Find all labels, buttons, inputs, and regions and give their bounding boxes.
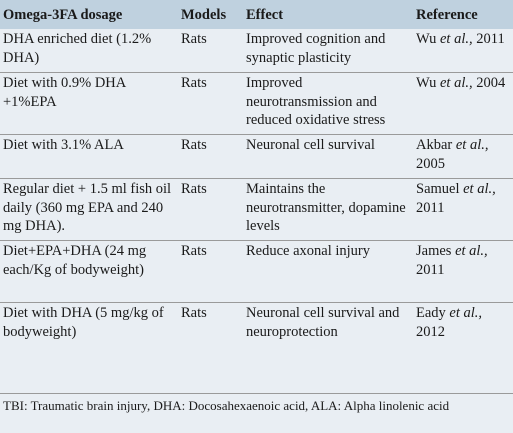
cell-model: Rats [181,75,207,91]
cell-dosage: Diet+EPA+DHA (24 mg each/Kg of bodyweigh… [3,243,147,278]
cell-effect: Improved neurotransmission and reduced o… [246,75,386,128]
cell-reference: James et al., 2011 [413,241,513,303]
table-footnote: TBI: Traumatic brain injury, DHA: Docosa… [0,393,513,415]
table-row: Diet+EPA+DHA (24 mg each/Kg of bodyweigh… [0,240,513,303]
omega3-table-container: Omega-3FA dosage Models Effect Reference… [0,0,513,347]
table-row: DHA enriched diet (1.2% DHA) Rats Improv… [0,29,513,73]
cell-effect: Reduce axonal injury [246,243,371,259]
cell-dosage: Diet with DHA (5 mg/kg of bodyweight) [3,305,164,340]
cell-model: Rats [181,305,207,321]
cell-model: Rats [181,137,207,153]
cell-model: Rats [181,31,207,47]
table-row: Diet with 3.1% ALA Rats Neuronal cell su… [0,134,513,179]
ref-author: James [416,243,452,259]
cell-reference: Eady et al., 2012 [413,303,513,347]
cell-dosage: Diet with 0.9% DHA +1%EPA [3,75,126,110]
ref-year: 2011 [416,261,445,278]
table-header-row: Omega-3FA dosage Models Effect Reference [0,0,513,29]
table-row: Regular diet + 1.5 ml fish oil daily (36… [0,178,513,241]
header-dosage: Omega-3FA dosage [3,7,123,23]
ref-etal: et al., [463,181,496,197]
cell-effect: Neuronal cell survival [246,137,375,153]
ref-year: 2012 [416,323,445,340]
ref-year: 2011 [476,31,505,47]
ref-author: Wu [416,75,437,91]
ref-author: Samuel [416,181,460,197]
cell-effect: Improved cognition and synaptic plastici… [246,31,386,66]
ref-year: 2011 [416,199,445,216]
cell-reference: Akbar et al., 2005 [413,135,513,179]
cell-reference: Wu et al., 2004 [413,73,513,135]
omega3-dosage-table: Omega-3FA dosage Models Effect Reference… [0,0,513,347]
ref-etal: et al., [455,137,489,153]
cell-reference: Samuel et al., 2011 [413,179,513,241]
table-row: Diet with DHA (5 mg/kg of bodyweight) Ra… [0,302,513,347]
header-reference: Reference [416,7,478,23]
cell-dosage: Regular diet + 1.5 ml fish oil daily (36… [3,181,172,234]
cell-effect: Neuronal cell survival and neuroprotecti… [246,305,400,340]
ref-author: Eady [416,305,446,321]
ref-year: 2005 [416,155,445,172]
cell-effect: Maintains the neurotransmitter, dopamine… [246,181,406,234]
ref-etal: et al., [449,305,483,321]
ref-etal: et al., [439,31,473,47]
cell-reference: Wu et al., 2011 [413,29,513,73]
cell-model: Rats [181,243,207,259]
cell-dosage: Diet with 3.1% ALA [3,137,124,153]
cell-dosage: DHA enriched diet (1.2% DHA) [3,31,152,66]
cell-model: Rats [181,181,207,197]
header-effect: Effect [246,7,284,23]
header-models: Models [181,7,227,23]
ref-author: Wu [416,31,437,47]
table-row: Diet with 0.9% DHA +1%EPA Rats Improved … [0,72,513,135]
ref-author: Akbar [416,137,453,153]
ref-etal: et al., [455,243,488,259]
ref-etal: et al., [439,75,473,91]
ref-year: 2004 [476,75,506,91]
